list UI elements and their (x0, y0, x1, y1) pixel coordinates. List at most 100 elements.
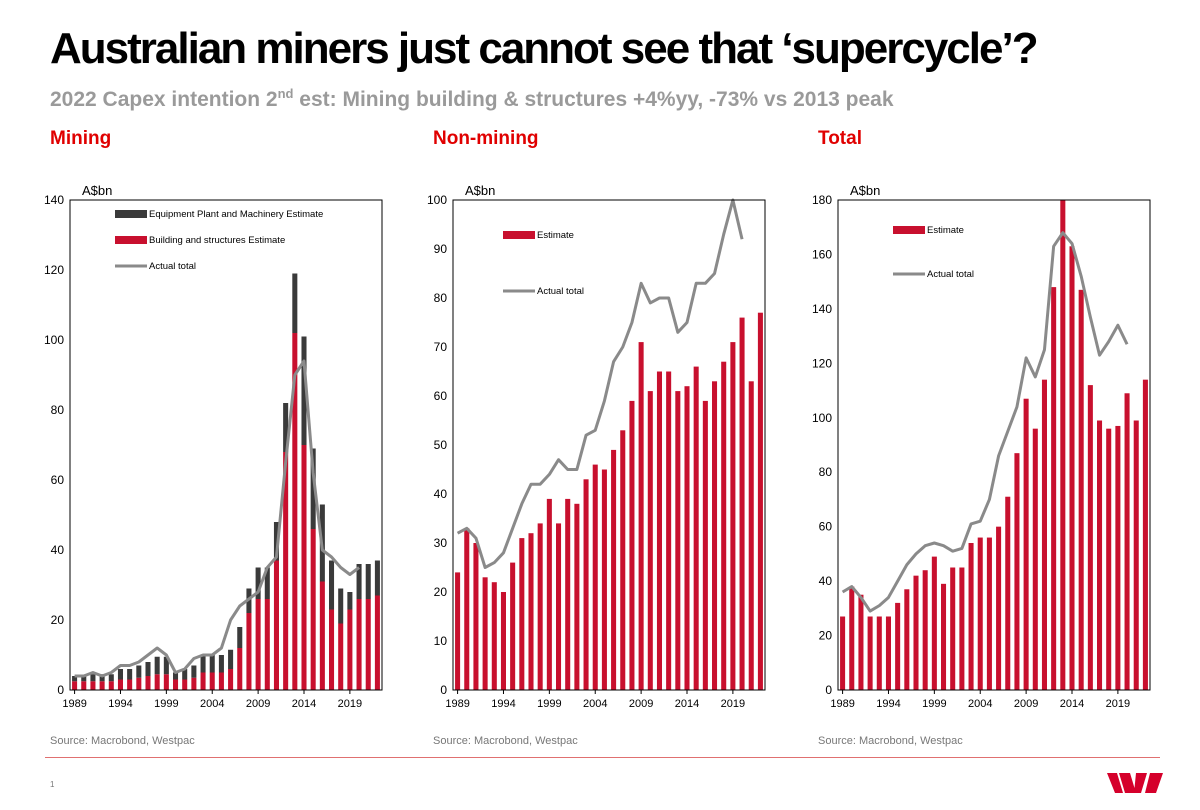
x-tick-label: 2009 (246, 698, 270, 710)
x-tick-label: 1989 (62, 698, 86, 710)
y-tick-label: 70 (434, 340, 448, 354)
bar-estimate-2020 (739, 317, 745, 690)
bar-equipment-2000 (173, 672, 179, 680)
bar-building-structures-2013 (292, 333, 298, 690)
bar-equipment-1999 (163, 656, 169, 675)
bar-building-structures-1994 (117, 679, 123, 690)
x-tick-label: 1994 (491, 698, 515, 710)
bar-estimate-2021 (748, 381, 754, 690)
bar-estimate-1991 (858, 594, 864, 690)
bar-equipment-1993 (108, 674, 114, 682)
plot-frame (452, 199, 766, 691)
bar-building-structures-2003 (200, 672, 206, 690)
bar-estimate-2015 (1078, 289, 1084, 690)
bar-building-structures-1999 (163, 674, 169, 690)
legend-label-equipment: Equipment Plant and Machinery Estimate (149, 209, 323, 220)
legend-swatch-estimate (503, 231, 535, 239)
bar-estimate-1999 (546, 498, 552, 690)
x-tick-label: 2009 (629, 698, 653, 710)
subtitle-superscript: nd (277, 86, 294, 101)
x-tick-label: 2004 (200, 698, 224, 710)
x-tick-label: 2019 (721, 698, 745, 710)
bar-estimate-2018 (1106, 428, 1112, 690)
y-tick-label: 140 (812, 302, 832, 316)
bar-building-structures-1993 (108, 681, 114, 690)
bar-equipment-1998 (154, 656, 160, 675)
bar-estimate-1996 (519, 538, 525, 690)
bar-estimate-2011 (656, 371, 662, 690)
bar-building-structures-2004 (209, 672, 215, 690)
bar-equipment-2003 (200, 655, 206, 673)
bar-estimate-2019 (730, 342, 736, 690)
legend-swatch-building (115, 236, 147, 244)
bar-estimate-2002 (959, 567, 965, 690)
westpac-w-logo-icon (1106, 770, 1164, 801)
bar-equipment-2005 (218, 655, 224, 673)
bar-estimate-2012 (1051, 287, 1057, 690)
bar-estimate-2011 (1041, 379, 1047, 690)
bar-building-structures-1991 (90, 681, 96, 690)
actual-total-line (841, 231, 1129, 613)
bar-building-structures-2010 (264, 599, 270, 690)
bar-estimate-2004 (592, 464, 598, 690)
chart-heading-mining: Mining (50, 128, 112, 149)
bar-estimate-2003 (583, 479, 589, 690)
chart-heading-non-mining: Non-mining (433, 128, 539, 149)
y-tick-label: 60 (434, 389, 448, 403)
bar-estimate-1992 (867, 616, 873, 690)
bar-estimate-2021 (1133, 420, 1139, 690)
bar-estimate-2017 (1097, 420, 1103, 690)
x-tick-label: 1994 (876, 698, 900, 710)
bar-equipment-2019 (347, 592, 353, 610)
bar-estimate-1997 (528, 533, 534, 690)
y-tick-label: 140 (44, 193, 64, 207)
bar-equipment-1994 (117, 669, 123, 680)
bar-estimate-1995 (895, 602, 901, 690)
y-unit-label: A$bn (465, 183, 495, 198)
bar-estimate-2007 (1005, 496, 1011, 690)
bar-building-structures-2014 (301, 445, 307, 690)
bar-estimate-2020 (1124, 393, 1130, 690)
bar-estimate-2008 (629, 400, 635, 690)
subtitle-text-start: 2022 Capex intention 2 (50, 88, 278, 111)
bar-estimate-2008 (1014, 453, 1020, 690)
bar-estimate-2006 (996, 526, 1002, 690)
bar-estimate-1999 (931, 556, 937, 690)
y-tick-label: 0 (57, 683, 64, 697)
bar-estimate-2016 (1087, 385, 1093, 690)
y-tick-label: 60 (819, 520, 833, 534)
bar-estimate-2005 (986, 537, 992, 690)
bar-equipment-2009 (255, 567, 261, 599)
subtitle-text-end: est: Mining building & structures +4%yy,… (293, 88, 894, 111)
bar-estimate-1997 (913, 575, 919, 690)
bar-equipment-1992 (99, 674, 105, 682)
bar-equipment-2002 (191, 665, 197, 678)
bar-estimate-2000 (556, 523, 562, 690)
x-tick-label: 2019 (1106, 698, 1130, 710)
bar-equipment-2011 (273, 522, 279, 561)
x-tick-label: 1999 (922, 698, 946, 710)
bar-building-structures-2005 (218, 672, 224, 690)
bar-building-structures-1990 (81, 681, 87, 690)
bar-equipment-1995 (127, 669, 133, 680)
bar-building-structures-1997 (145, 676, 151, 690)
legend-label-actual: Actual total (149, 261, 196, 272)
x-tick-label: 2014 (675, 698, 699, 710)
bar-equipment-2020 (356, 564, 362, 599)
bar-building-structures-2011 (273, 560, 279, 690)
x-tick-label: 2019 (338, 698, 362, 710)
bar-equipment-2017 (329, 560, 335, 610)
y-tick-label: 40 (51, 543, 65, 557)
y-tick-label: 120 (44, 263, 64, 277)
bar-estimate-2005 (601, 469, 607, 690)
bar-estimate-1993 (491, 582, 497, 690)
bar-equipment-2007 (237, 627, 243, 648)
non-mining-chart: A$bn 0 10 20 30 40 50 60 70 80 90 100 1989 1994 1999 20… (427, 183, 766, 710)
bar-estimate-2016 (702, 400, 708, 690)
x-tick-label: 2014 (1060, 698, 1084, 710)
bar-estimate-2013 (1060, 200, 1066, 690)
y-tick-label: 120 (812, 356, 832, 370)
bar-equipment-2015 (310, 448, 316, 529)
legend-label-estimate: Estimate (537, 230, 574, 241)
mining-chart: A$bn 0 20 40 60 80 100 120 140 1989 1994 1999 2004 20… (44, 183, 383, 710)
